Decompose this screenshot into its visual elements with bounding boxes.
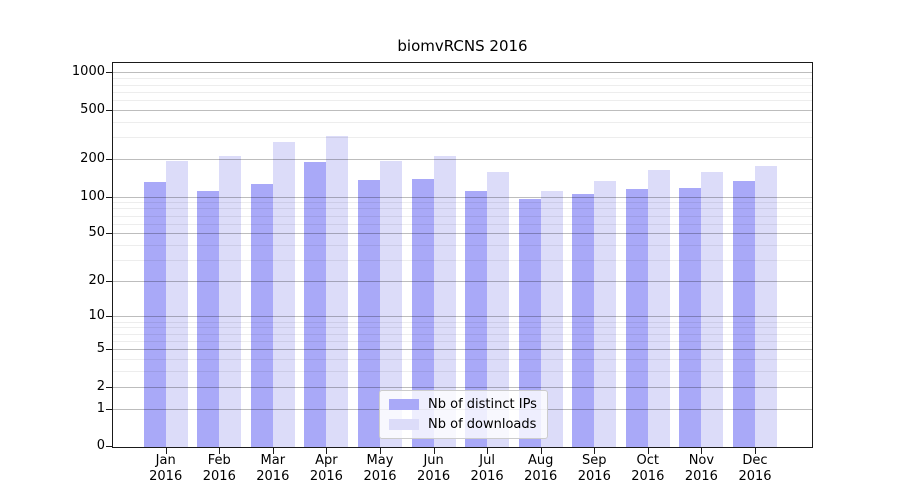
y-tick-label-200: 200 bbox=[80, 151, 105, 167]
y-tick-label-0: 0 bbox=[96, 438, 105, 453]
x-tick-label-apr: Apr 2016 bbox=[309, 453, 343, 484]
x-tick-label-nov: Nov 2016 bbox=[684, 453, 718, 484]
x-tick-label-sep: Sep 2016 bbox=[577, 453, 611, 484]
y-tick-mark-100 bbox=[106, 196, 112, 198]
x-tick-mark-nov bbox=[701, 448, 703, 454]
legend-label-nb-of-downloads: Nb of downloads bbox=[428, 417, 537, 432]
x-tick-mark-jan bbox=[165, 448, 167, 454]
x-tick-mark-sep bbox=[594, 448, 596, 454]
bar-jun-nb-of-distinct-ips bbox=[411, 178, 434, 447]
y-tick-mark-5 bbox=[106, 349, 112, 351]
x-tick-mark-feb bbox=[219, 448, 221, 454]
bar-may-nb-of-distinct-ips bbox=[358, 180, 380, 447]
bar-apr-nb-of-downloads bbox=[326, 136, 349, 447]
bar-oct-nb-of-downloads bbox=[647, 170, 670, 447]
x-tick-mark-mar bbox=[272, 448, 274, 454]
x-tick-label-dec: Dec 2016 bbox=[738, 453, 772, 484]
legend: Nb of distinct IPs Nb of downloads bbox=[379, 390, 548, 439]
y-tick-label-100: 100 bbox=[80, 188, 105, 204]
x-tick-mark-oct bbox=[647, 448, 649, 454]
bar-feb-nb-of-downloads bbox=[219, 155, 242, 447]
x-tick-label-mar: Mar 2016 bbox=[256, 453, 290, 484]
y-tick-label-50: 50 bbox=[88, 225, 105, 241]
y-tick-mark-500 bbox=[106, 109, 112, 111]
bar-jul-nb-of-distinct-ips bbox=[465, 191, 488, 447]
bar-nov-nb-of-distinct-ips bbox=[679, 188, 702, 447]
bar-aug-nb-of-downloads bbox=[540, 190, 563, 447]
legend-label-nb-of-distinct-ips: Nb of distinct IPs bbox=[428, 397, 537, 412]
bar-feb-nb-of-distinct-ips bbox=[197, 191, 220, 447]
bar-dec-nb-of-downloads bbox=[755, 166, 777, 447]
bar-jan-nb-of-distinct-ips bbox=[143, 182, 166, 447]
legend-item-nb-of-distinct-ips: Nb of distinct IPs bbox=[389, 397, 537, 412]
bar-nov-nb-of-downloads bbox=[701, 172, 724, 447]
x-tick-label-jul: Jul 2016 bbox=[470, 453, 504, 484]
x-tick-label-jan: Jan 2016 bbox=[149, 453, 183, 484]
y-tick-mark-20 bbox=[106, 281, 112, 283]
bar-jan-nb-of-downloads bbox=[165, 160, 188, 447]
bar-aug-nb-of-distinct-ips bbox=[518, 199, 541, 447]
y-tick-label-1: 1 bbox=[96, 400, 105, 416]
x-tick-mark-dec bbox=[755, 448, 756, 454]
y-tick-mark-10 bbox=[106, 316, 112, 318]
bar-oct-nb-of-distinct-ips bbox=[625, 189, 648, 447]
chart-title: biomvRCNS 2016 bbox=[397, 37, 528, 55]
y-tick-label-10: 10 bbox=[88, 308, 105, 324]
bars-layer bbox=[113, 63, 812, 447]
x-tick-label-oct: Oct 2016 bbox=[631, 453, 665, 484]
y-tick-label-2: 2 bbox=[96, 378, 105, 394]
y-tick-mark-200 bbox=[106, 159, 112, 161]
x-tick-mark-jun bbox=[433, 448, 435, 454]
x-tick-label-jun: Jun 2016 bbox=[417, 453, 451, 484]
x-tick-mark-apr bbox=[326, 448, 328, 454]
legend-item-nb-of-downloads: Nb of downloads bbox=[389, 417, 537, 432]
bar-sep-nb-of-downloads bbox=[594, 181, 617, 447]
bar-dec-nb-of-distinct-ips bbox=[733, 180, 755, 447]
bar-jul-nb-of-downloads bbox=[487, 172, 510, 447]
bar-mar-nb-of-downloads bbox=[272, 141, 295, 447]
x-tick-mark-aug bbox=[540, 448, 542, 454]
bar-apr-nb-of-distinct-ips bbox=[304, 162, 327, 447]
legend-swatch-nb-of-distinct-ips bbox=[389, 399, 419, 410]
x-tick-mark-jul bbox=[487, 448, 489, 454]
x-tick-label-feb: Feb 2016 bbox=[202, 453, 236, 484]
legend-swatch-nb-of-downloads bbox=[389, 419, 419, 430]
y-tick-label-1000: 1000 bbox=[71, 64, 105, 80]
bar-may-nb-of-downloads bbox=[380, 160, 402, 447]
bar-sep-nb-of-distinct-ips bbox=[572, 194, 595, 447]
x-tick-label-may: May 2016 bbox=[363, 453, 397, 484]
x-tick-mark-may bbox=[380, 448, 381, 454]
y-tick-label-500: 500 bbox=[80, 101, 105, 117]
y-tick-mark-2 bbox=[106, 386, 112, 388]
bar-jun-nb-of-downloads bbox=[433, 155, 456, 447]
y-tick-label-20: 20 bbox=[88, 273, 105, 289]
y-tick-mark-1000 bbox=[106, 72, 112, 74]
plot-area: Nb of distinct IPs Nb of downloads bbox=[112, 62, 813, 448]
y-tick-mark-1 bbox=[106, 408, 112, 410]
y-tick-mark-0 bbox=[106, 446, 112, 447]
y-tick-mark-50 bbox=[106, 233, 112, 235]
x-tick-label-aug: Aug 2016 bbox=[524, 453, 558, 484]
y-tick-label-5: 5 bbox=[96, 341, 105, 357]
bar-mar-nb-of-distinct-ips bbox=[250, 184, 273, 447]
